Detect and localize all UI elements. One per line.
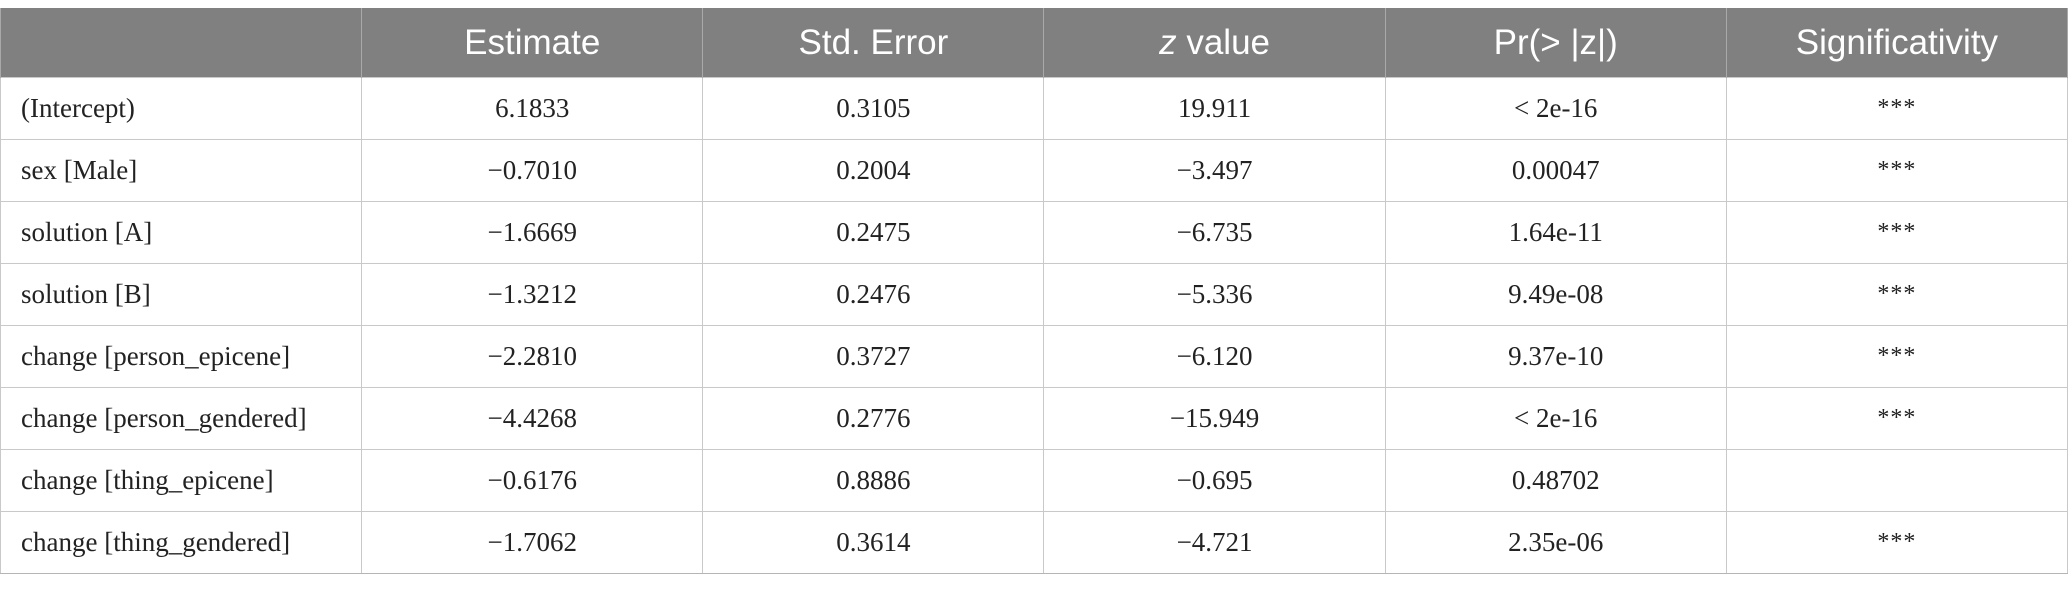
cell-p-value: 9.37e-10 [1384, 325, 1727, 388]
cell-significance: *** [1725, 325, 2068, 388]
cell-std-error: 0.3727 [702, 325, 1045, 388]
cell-term: change [thing_gendered] [0, 511, 363, 574]
regression-results-table: Estimate Std. Error z value Pr(> |z|) Si… [0, 8, 2068, 574]
cell-z-value: 19.911 [1043, 77, 1386, 140]
cell-estimate: −0.6176 [361, 449, 704, 512]
cell-z-value: −6.735 [1043, 201, 1386, 264]
table-row: solution [B] −1.3212 0.2476 −5.336 9.49e… [0, 263, 2068, 326]
table-row: solution [A] −1.6669 0.2475 −6.735 1.64e… [0, 201, 2068, 264]
cell-term: sex [Male] [0, 139, 363, 202]
cell-z-value: −0.695 [1043, 449, 1386, 512]
cell-z-value: −3.497 [1043, 139, 1386, 202]
cell-term: change [person_gendered] [0, 387, 363, 450]
cell-z-value: −5.336 [1043, 263, 1386, 326]
cell-estimate: −0.7010 [361, 139, 704, 202]
cell-significance: *** [1725, 139, 2068, 202]
cell-std-error: 0.3614 [702, 511, 1045, 574]
cell-term: solution [A] [0, 201, 363, 264]
cell-significance: *** [1725, 387, 2068, 450]
cell-p-value: 0.48702 [1384, 449, 1727, 512]
cell-p-value: 2.35e-06 [1384, 511, 1727, 574]
table-header: Estimate Std. Error z value Pr(> |z|) Si… [0, 8, 2068, 78]
cell-std-error: 0.2776 [702, 387, 1045, 450]
cell-std-error: 0.2475 [702, 201, 1045, 264]
cell-std-error: 0.2476 [702, 263, 1045, 326]
header-std-error: Std. Error [702, 8, 1045, 78]
cell-significance: *** [1725, 201, 2068, 264]
table-row: change [thing_epicene] −0.6176 0.8886 −0… [0, 449, 2068, 512]
cell-z-value: −6.120 [1043, 325, 1386, 388]
cell-p-value: 0.00047 [1384, 139, 1727, 202]
header-significativity: Significativity [1725, 8, 2068, 78]
cell-estimate: −4.4268 [361, 387, 704, 450]
cell-z-value: −4.721 [1043, 511, 1386, 574]
cell-significance [1725, 449, 2068, 512]
header-p-value: Pr(> |z|) [1384, 8, 1727, 78]
cell-std-error: 0.3105 [702, 77, 1045, 140]
table-row: (Intercept) 6.1833 0.3105 19.911 < 2e-16… [0, 77, 2068, 140]
table-body: (Intercept) 6.1833 0.3105 19.911 < 2e-16… [0, 77, 2068, 574]
table-row: change [person_gendered] −4.4268 0.2776 … [0, 387, 2068, 450]
cell-term: (Intercept) [0, 77, 363, 140]
cell-std-error: 0.2004 [702, 139, 1045, 202]
cell-estimate: 6.1833 [361, 77, 704, 140]
cell-p-value: < 2e-16 [1384, 387, 1727, 450]
table-row: change [person_epicene] −2.2810 0.3727 −… [0, 325, 2068, 388]
cell-estimate: −1.6669 [361, 201, 704, 264]
cell-estimate: −2.2810 [361, 325, 704, 388]
cell-term: change [person_epicene] [0, 325, 363, 388]
cell-significance: *** [1725, 511, 2068, 574]
cell-p-value: 9.49e-08 [1384, 263, 1727, 326]
header-z-value: z value [1043, 8, 1386, 78]
header-z-suffix: value [1176, 22, 1271, 62]
cell-significance: *** [1725, 263, 2068, 326]
cell-std-error: 0.8886 [702, 449, 1045, 512]
cell-p-value: < 2e-16 [1384, 77, 1727, 140]
cell-significance: *** [1725, 77, 2068, 140]
header-z-symbol: z [1159, 22, 1177, 62]
table-row: sex [Male] −0.7010 0.2004 −3.497 0.00047… [0, 139, 2068, 202]
cell-term: change [thing_epicene] [0, 449, 363, 512]
header-row: Estimate Std. Error z value Pr(> |z|) Si… [0, 8, 2068, 78]
cell-z-value: −15.949 [1043, 387, 1386, 450]
header-estimate: Estimate [361, 8, 704, 78]
cell-term: solution [B] [0, 263, 363, 326]
cell-estimate: −1.3212 [361, 263, 704, 326]
header-term [0, 8, 363, 78]
cell-estimate: −1.7062 [361, 511, 704, 574]
cell-p-value: 1.64e-11 [1384, 201, 1727, 264]
table-row: change [thing_gendered] −1.7062 0.3614 −… [0, 511, 2068, 574]
